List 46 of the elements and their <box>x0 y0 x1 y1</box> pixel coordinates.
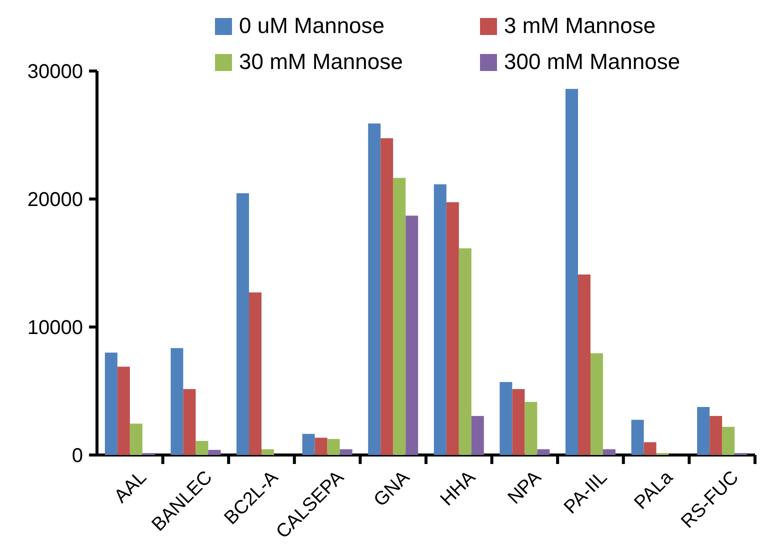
bar <box>208 450 221 455</box>
bar <box>565 88 578 455</box>
bar <box>590 353 603 455</box>
y-tick-label: 0 <box>72 445 83 467</box>
bar <box>183 389 196 455</box>
bar <box>434 184 446 455</box>
bar <box>130 424 142 455</box>
bar <box>537 449 550 455</box>
bar <box>603 449 616 455</box>
bar <box>170 348 184 455</box>
legend-label: 0 uM Mannose <box>239 13 385 38</box>
bar <box>446 202 459 455</box>
legend-label: 3 mM Mannose <box>504 13 656 38</box>
bar <box>406 216 418 455</box>
bar <box>302 434 315 455</box>
x-tick-label: NPA <box>504 466 546 509</box>
bar <box>340 449 352 455</box>
bar <box>393 178 406 455</box>
bar <box>578 274 590 455</box>
bar <box>471 416 484 455</box>
bar <box>697 407 710 455</box>
bar <box>196 440 208 455</box>
bar <box>262 449 274 455</box>
bar <box>722 426 735 455</box>
x-tick-label: AAL <box>110 467 151 508</box>
bar <box>117 366 130 455</box>
bar <box>644 442 656 455</box>
bar <box>249 292 262 455</box>
bar <box>512 389 525 455</box>
y-tick-label: 30000 <box>27 61 83 83</box>
bar <box>524 402 538 455</box>
x-tick-label: GNA <box>370 466 414 512</box>
bar <box>631 420 644 455</box>
y-tick-label: 10000 <box>27 317 83 339</box>
bar <box>368 123 381 455</box>
bar <box>327 439 340 455</box>
bar <box>500 382 512 455</box>
bar <box>710 416 722 455</box>
legend-label: 30 mM Mannose <box>239 49 403 74</box>
y-tick-label: 20000 <box>27 189 83 211</box>
legend-label: 300 mM Mannose <box>504 49 680 74</box>
bar <box>380 138 394 455</box>
bar <box>104 352 118 455</box>
bar <box>458 248 472 455</box>
bar <box>314 438 328 455</box>
bar <box>236 193 249 455</box>
